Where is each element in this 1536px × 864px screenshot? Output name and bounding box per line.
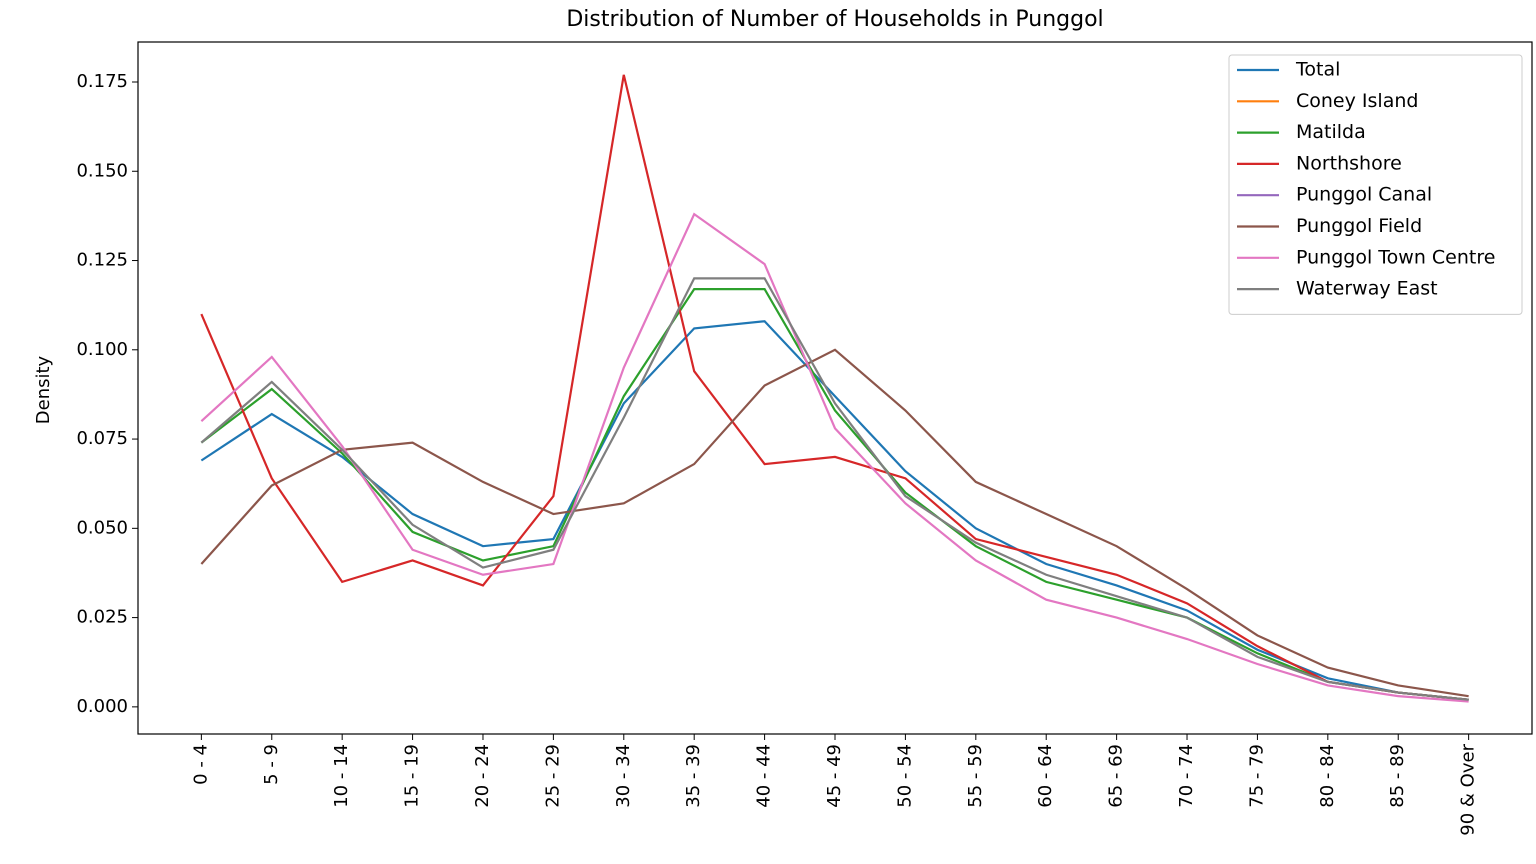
y-tick-label: 0.050 [76,517,128,538]
x-tick-label: 45 - 49 [824,744,845,808]
series-line [200,212,1469,703]
x-tick-label: 30 - 34 [613,744,634,808]
x-tick-label: 90 & Over [1458,743,1479,835]
series-line [200,277,1469,701]
x-tick-label: 50 - 54 [894,744,915,808]
x-tick-label: 20 - 24 [472,744,493,808]
series-line [200,348,1469,698]
y-tick-label: 0.150 [76,160,128,181]
x-tick-label: 75 - 79 [1246,744,1267,808]
x-tick-label: 65 - 69 [1106,744,1127,808]
y-tick-label: 0.100 [76,339,128,360]
x-tick-label: 0 - 4 [190,744,211,785]
x-tick-label: 35 - 39 [683,744,704,808]
series-line [200,287,1469,701]
x-tick-label: 25 - 29 [542,744,563,808]
x-tick-label: 80 - 84 [1317,744,1338,808]
legend-label: Matilda [1296,121,1366,143]
legend-label: Total [1295,59,1340,81]
x-tick-label: 40 - 44 [754,744,775,808]
y-tick-label: 0.075 [76,428,128,449]
legend-label: Coney Island [1296,90,1418,112]
legend-label: Punggol Town Centre [1296,246,1495,268]
legend-label: Punggol Field [1296,215,1422,237]
chart-title: Distribution of Number of Households in … [566,7,1103,32]
x-tick-label: 85 - 89 [1387,744,1408,808]
y-tick-label: 0.025 [76,607,128,628]
legend-label: Northshore [1296,152,1402,174]
x-tick-label: 10 - 14 [331,744,352,808]
y-tick-label: 0.175 [76,71,128,92]
x-tick-label: 70 - 74 [1176,744,1197,808]
plot-frame [137,41,1533,735]
x-tick-label: 15 - 19 [402,744,423,808]
legend-box [1228,54,1523,315]
x-tick-label: 5 - 9 [261,744,282,785]
y-axis-label: Density [33,355,54,424]
y-tick-label: 0.000 [76,696,128,717]
series-line [200,320,1469,701]
y-tick-label: 0.125 [76,250,128,271]
legend-label: Punggol Canal [1296,184,1432,206]
series-line [200,74,1469,701]
x-tick-label: 60 - 64 [1035,744,1056,808]
x-tick-label: 55 - 59 [965,744,986,808]
legend-label: Waterway East [1296,278,1438,300]
